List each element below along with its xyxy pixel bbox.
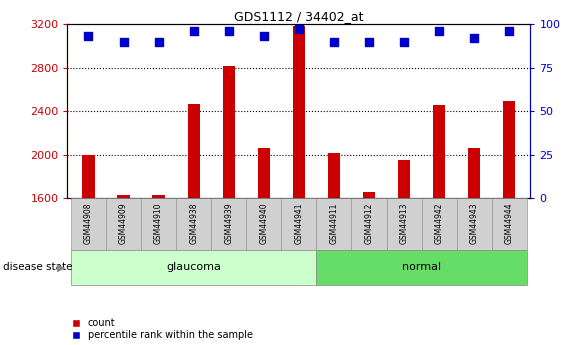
Bar <box>398 160 410 198</box>
Text: glaucoma: glaucoma <box>166 263 221 272</box>
Text: disease state: disease state <box>3 263 73 272</box>
Text: ▶: ▶ <box>57 263 66 272</box>
Bar <box>246 198 281 250</box>
Point <box>294 27 304 32</box>
Point <box>364 39 374 44</box>
Point <box>434 28 444 34</box>
Legend: count, percentile rank within the sample: count, percentile rank within the sample <box>72 318 253 340</box>
Text: GSM44913: GSM44913 <box>400 203 408 244</box>
Text: GSM44912: GSM44912 <box>364 203 373 244</box>
Text: GSM44908: GSM44908 <box>84 203 93 244</box>
Bar <box>152 195 165 198</box>
Bar <box>421 198 456 250</box>
Bar <box>141 198 176 250</box>
Bar <box>176 198 211 250</box>
Text: GSM44942: GSM44942 <box>435 203 444 244</box>
Point <box>400 39 409 44</box>
Bar <box>468 148 481 198</box>
Bar <box>503 101 516 198</box>
Bar <box>223 66 235 198</box>
Bar <box>106 198 141 250</box>
Point <box>505 28 514 34</box>
Bar <box>456 198 492 250</box>
Bar <box>188 104 200 198</box>
Bar <box>117 195 130 198</box>
Bar <box>316 250 527 285</box>
Text: GSM44940: GSM44940 <box>259 203 268 244</box>
Text: GSM44939: GSM44939 <box>224 203 233 244</box>
Bar <box>293 26 305 198</box>
Bar <box>71 250 316 285</box>
Point <box>119 39 128 44</box>
Bar <box>82 155 94 198</box>
Text: GSM44910: GSM44910 <box>154 203 163 244</box>
Point <box>469 35 479 41</box>
Bar <box>211 198 246 250</box>
Bar <box>352 198 387 250</box>
Bar <box>71 198 106 250</box>
Text: normal: normal <box>402 263 441 272</box>
Text: GSM44938: GSM44938 <box>189 203 198 244</box>
Point <box>189 28 198 34</box>
Bar <box>492 198 527 250</box>
Point <box>84 33 93 39</box>
Point <box>154 39 163 44</box>
Text: GSM44911: GSM44911 <box>329 203 339 244</box>
Text: GSM44944: GSM44944 <box>505 203 514 244</box>
Point <box>329 39 339 44</box>
Bar <box>387 198 421 250</box>
Bar <box>433 105 445 198</box>
Bar <box>363 192 375 198</box>
Text: GSM44943: GSM44943 <box>470 203 479 244</box>
Bar <box>281 198 316 250</box>
Bar <box>258 148 270 198</box>
Bar <box>328 152 340 198</box>
Point <box>224 28 233 34</box>
Title: GDS1112 / 34402_at: GDS1112 / 34402_at <box>234 10 363 23</box>
Text: GSM44909: GSM44909 <box>119 203 128 244</box>
Point <box>259 33 268 39</box>
Bar <box>316 198 352 250</box>
Text: GSM44941: GSM44941 <box>294 203 304 244</box>
